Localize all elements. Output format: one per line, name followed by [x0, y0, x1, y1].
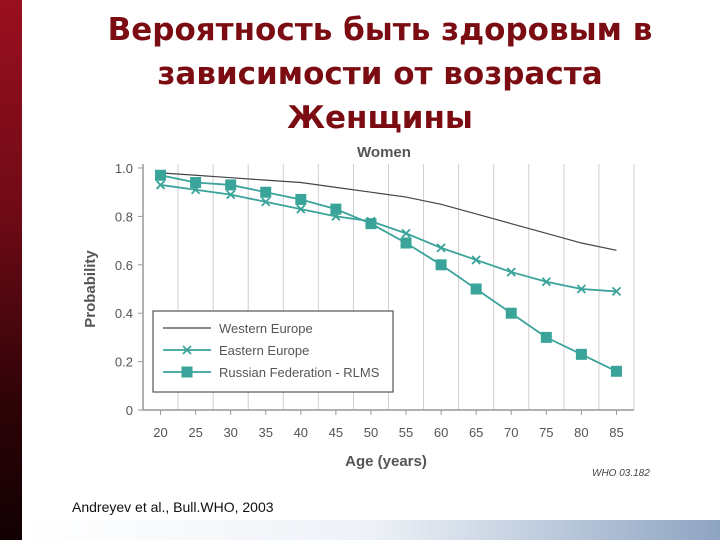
source-mark: WHO 03.182: [592, 468, 650, 479]
data-point: [400, 237, 412, 249]
data-point: [471, 255, 481, 265]
x-axis-label: Age (years): [345, 453, 427, 470]
series-western-europe: [160, 172, 617, 251]
y-tick-label: 0.4: [115, 306, 133, 321]
x-marker-stroke: [541, 277, 551, 287]
data-point: [541, 277, 551, 287]
data-point: [261, 197, 271, 207]
x-marker-stroke: [401, 228, 411, 238]
bottom-accent-bar: [22, 520, 720, 540]
tick-labels: 20 25 30 35 40 45 50 55 60 65 70 75 80 85 0 0.2 0.4 0.6 0.…: [115, 161, 624, 440]
x-marker-stroke: [226, 189, 236, 200]
data-point: [155, 169, 167, 181]
legend-swatch-marker: [182, 345, 192, 355]
legend-label: Western Europe: [219, 321, 313, 336]
x-tick-label: 60: [434, 425, 448, 440]
data-point: [435, 259, 447, 271]
x-marker-stroke: [611, 286, 622, 297]
data-point: [610, 365, 622, 377]
x-marker-stroke: [261, 197, 271, 207]
data-point: [225, 179, 237, 191]
data-point: [295, 193, 307, 205]
data-point: [436, 243, 446, 253]
citation: Andreyev et al., Bull.WHO, 2003: [72, 499, 274, 515]
legend-label: Eastern Europe: [219, 343, 309, 358]
data-point: [575, 348, 587, 360]
title-line-1: Вероятность быть здоровым в: [107, 12, 653, 48]
data-point: [401, 228, 411, 238]
series-line: [160, 172, 617, 251]
x-tick-label: 80: [574, 425, 588, 440]
chart-title: Women: [357, 144, 411, 161]
x-marker-stroke: [471, 255, 481, 265]
data-point: [365, 218, 377, 230]
slide-title: Вероятность быть здоровым в зависимости …: [60, 8, 700, 140]
x-tick-label: 40: [294, 425, 308, 440]
data-point: [505, 307, 517, 319]
legend-swatch-marker: [181, 366, 193, 378]
x-tick-label: 50: [364, 425, 378, 440]
y-tick-label: 0: [126, 403, 133, 418]
x-tick-label: 75: [539, 425, 553, 440]
y-tick-label: 0.8: [115, 209, 133, 224]
series-line: [160, 184, 617, 293]
x-tick-label: 30: [223, 425, 237, 440]
x-tick-label: 45: [329, 425, 343, 440]
axes: [138, 164, 634, 415]
x-tick-label: 35: [259, 425, 273, 440]
x-marker-stroke: [576, 284, 587, 294]
y-axis-label: Probability: [82, 250, 99, 328]
y-tick-label: 0.6: [115, 258, 133, 273]
title-line-3: Женщины: [287, 100, 473, 136]
title-line-2: зависимости от возраста: [157, 56, 603, 92]
x-tick-label: 70: [504, 425, 518, 440]
series-eastern-europe: [155, 180, 622, 297]
data-point: [226, 189, 236, 200]
x-marker-stroke: [506, 267, 516, 277]
data-point: [506, 267, 516, 277]
data-point: [190, 177, 202, 189]
x-tick-label: 85: [609, 425, 623, 440]
x-marker-stroke: [296, 204, 306, 214]
data-point: [155, 180, 166, 190]
data-point: [470, 283, 482, 295]
series: [155, 169, 622, 377]
x-tick-label: 65: [469, 425, 483, 440]
legend: Western Europe Eastern Europe Russian Fede…: [152, 310, 394, 393]
x-tick-label: 55: [399, 425, 413, 440]
data-point: [296, 204, 306, 214]
legend-label: Russian Federation - RLMS: [219, 365, 380, 380]
x-tick-label: 20: [153, 425, 167, 440]
data-point: [540, 331, 552, 343]
x-marker-stroke: [436, 243, 446, 253]
series-line: [160, 174, 617, 373]
data-point: [260, 186, 272, 198]
x-marker-stroke: [182, 345, 192, 355]
x-tick-label: 25: [188, 425, 202, 440]
y-tick-label: 0.2: [115, 355, 133, 370]
data-point: [330, 203, 342, 215]
left-accent-bar: [0, 0, 22, 540]
x-marker-stroke: [155, 180, 166, 190]
legend-box: [152, 310, 394, 393]
data-point: [611, 286, 622, 297]
data-point: [576, 284, 587, 294]
y-tick-label: 1.0: [115, 161, 133, 176]
series-russian-federation-rlms: [155, 169, 622, 377]
